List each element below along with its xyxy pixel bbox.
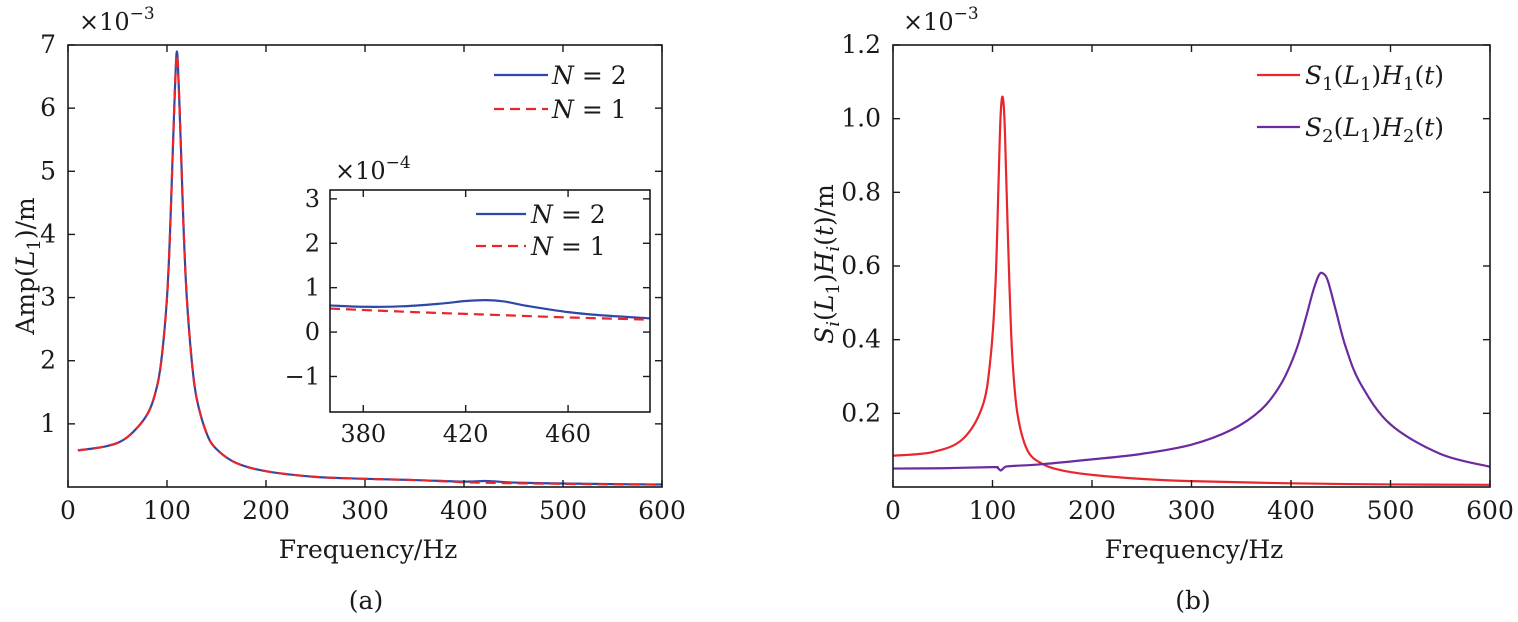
inset-xtick-label: 460: [545, 420, 591, 448]
legend-inset-n2-label: N = 2: [530, 200, 606, 229]
panel-b-axes: 0 100 200 300 400 500 600 0.2 0.4 0.6 0.8 1.0 1.2: [841, 30, 1514, 525]
inset-ytick-label: 3: [305, 185, 320, 213]
inset-ytick-label: −1: [285, 362, 320, 390]
panel-a-ytick-label: 4: [40, 219, 56, 248]
panel-b-xtick-label: 0: [885, 496, 901, 525]
panel-b-ytick-label: 1.0: [841, 104, 881, 133]
panel-a-ytick-label: 6: [40, 93, 56, 122]
panel-a: 0 100 200 300 400 500 600 1 2 3 4 5 6 7 ×10−3 Amp(L1)…: [11, 4, 686, 615]
panel-a-xtick-label: 500: [539, 496, 587, 525]
panel-a-xtick-label: 200: [242, 496, 290, 525]
panel-a-inset: 380 420 460 −1 0 1 2 3 ×10−4 N = 2 N = 1: [285, 153, 651, 448]
panel-b-multiplier: ×10−3: [903, 4, 979, 36]
panel-b-caption: (b): [1175, 586, 1211, 615]
panel-b-ytick-label: 0.2: [841, 398, 881, 427]
inset-series-n-2-line: [330, 299, 650, 320]
panel-a-xtick-label: 300: [341, 496, 389, 525]
panel-b-xtick-label: 500: [1367, 496, 1415, 525]
legend-inset-n1-label: N = 1: [530, 232, 606, 261]
panel-a-legend: N = 2 N = 1: [494, 61, 627, 124]
panel-b-series-s1-l1-h1-t--line: [893, 95, 1490, 486]
panel-a-ytick-label: 2: [40, 346, 56, 375]
panel-b-legend: S1(L1)H1(t) S2(L1)H2(t): [1257, 61, 1444, 147]
panel-a-ytick-label: 1: [40, 409, 56, 438]
inset-ytick-label: 0: [305, 318, 320, 346]
legend-a-n1-label: N = 1: [551, 95, 627, 124]
inset-series-n-1-line: [330, 307, 650, 321]
panel-b: 0 100 200 300 400 500 600 0.2 0.4 0.6 0.8 1.0 1.2 ×1…: [810, 4, 1514, 615]
inset-legend: N = 2 N = 1: [476, 200, 606, 261]
panel-b-plot: [893, 95, 1490, 486]
panel-b-xtick-label: 200: [1068, 496, 1116, 525]
panel-b-xtick-label: 600: [1466, 496, 1514, 525]
panel-b-ytick-label: 0.8: [841, 177, 881, 206]
panel-a-xtick-label: 100: [143, 496, 191, 525]
legend-b-s2-label: S2(L1)H2(t): [1305, 113, 1444, 147]
panel-a-ytick-label: 7: [40, 30, 56, 59]
panel-a-caption: (a): [349, 586, 383, 615]
panel-a-xlabel: Frequency/Hz: [279, 535, 458, 564]
panel-b-xtick-label: 100: [969, 496, 1017, 525]
panel-a-xtick-label: 0: [60, 496, 76, 525]
panel-a-axes: 0 100 200 300 400 500 600 1 2 3 4 5 6 7: [40, 30, 686, 525]
inset-axes: 380 420 460 −1 0 1 2 3: [285, 185, 650, 448]
panel-a-multiplier: ×10−3: [79, 4, 155, 36]
inset-multiplier: ×10−4: [335, 153, 411, 185]
legend-b-s1-label: S1(L1)H1(t): [1305, 61, 1444, 95]
panel-b-ytick-label: 1.2: [841, 30, 881, 59]
inset-ytick-label: 2: [305, 229, 320, 257]
panel-b-ylabel: Si(L1)Hi(t)/m: [810, 184, 844, 344]
panel-a-ytick-label: 5: [40, 156, 56, 185]
inset-ytick-label: 1: [305, 274, 320, 302]
panel-a-xtick-label: 600: [638, 496, 686, 525]
inset-xtick-label: 380: [340, 420, 386, 448]
panel-a-series-n-1-line: [77, 53, 662, 486]
inset-plot: [330, 299, 650, 321]
panel-b-xtick-label: 300: [1168, 496, 1216, 525]
inset-frame: [329, 189, 651, 413]
panel-a-ytick-label: 3: [40, 283, 56, 312]
legend-a-n2-label: N = 2: [551, 61, 627, 90]
panel-b-ytick-label: 0.4: [841, 325, 881, 354]
panel-b-series-s2-l1-h2-t--line: [893, 271, 1490, 472]
panel-b-xlabel: Frequency/Hz: [1105, 535, 1284, 564]
panel-b-ytick-label: 0.6: [841, 251, 881, 280]
panel-a-xtick-label: 400: [440, 496, 488, 525]
panel-a-plot: [77, 50, 662, 486]
panel-b-plot-frame: [892, 44, 1491, 488]
panel-b-xtick-label: 400: [1267, 496, 1315, 525]
inset-xtick-label: 420: [443, 420, 489, 448]
panel-a-ylabel: Amp(L1)/m: [11, 197, 45, 336]
